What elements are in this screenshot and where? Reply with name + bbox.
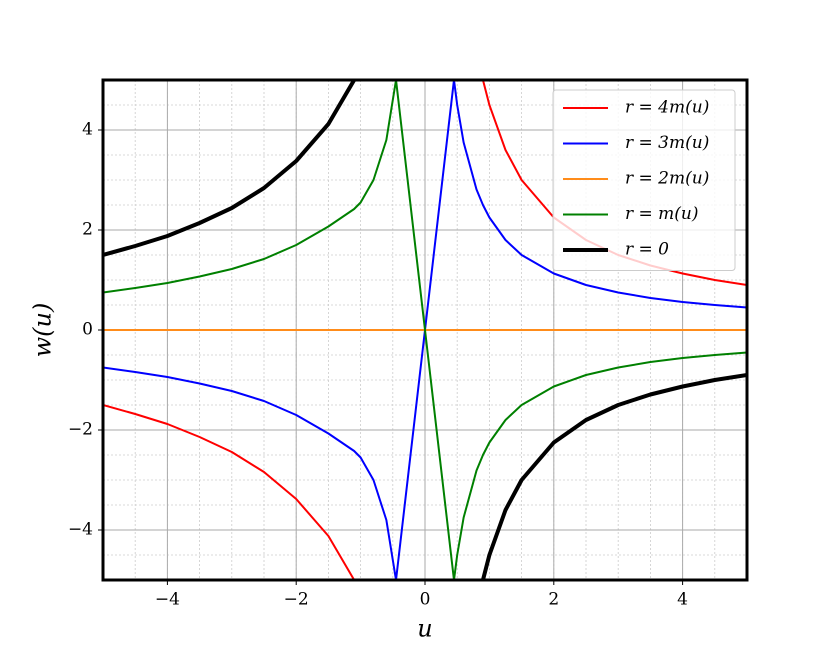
x-tick-label: −4 [155, 590, 180, 610]
legend-box [552, 89, 736, 271]
y-tick-label: 2 [82, 220, 93, 240]
y-tick-label: 0 [82, 320, 93, 340]
x-tick-label: −2 [284, 590, 309, 610]
legend-label: r = 0 [625, 240, 669, 260]
series-line [103, 80, 747, 580]
x-axis-label: u [417, 615, 432, 643]
x-tick-label: 0 [420, 590, 431, 610]
plot-frame [101, 78, 749, 582]
legend-label: r = 3m(u) [625, 133, 709, 153]
x-tick-label: 2 [548, 590, 559, 610]
legend-label: r = 4m(u) [625, 98, 709, 118]
legend-label: r = m(u) [625, 204, 699, 224]
series-line [103, 80, 747, 580]
legend-label: r = 2m(u) [625, 169, 709, 189]
y-tick-label: 4 [82, 120, 93, 140]
y-tick-label: −2 [68, 420, 93, 440]
x-tick-label: 4 [677, 590, 688, 610]
series-line [103, 80, 747, 580]
y-tick-label: −4 [68, 520, 93, 540]
y-axis-label: w(u) [29, 303, 57, 358]
